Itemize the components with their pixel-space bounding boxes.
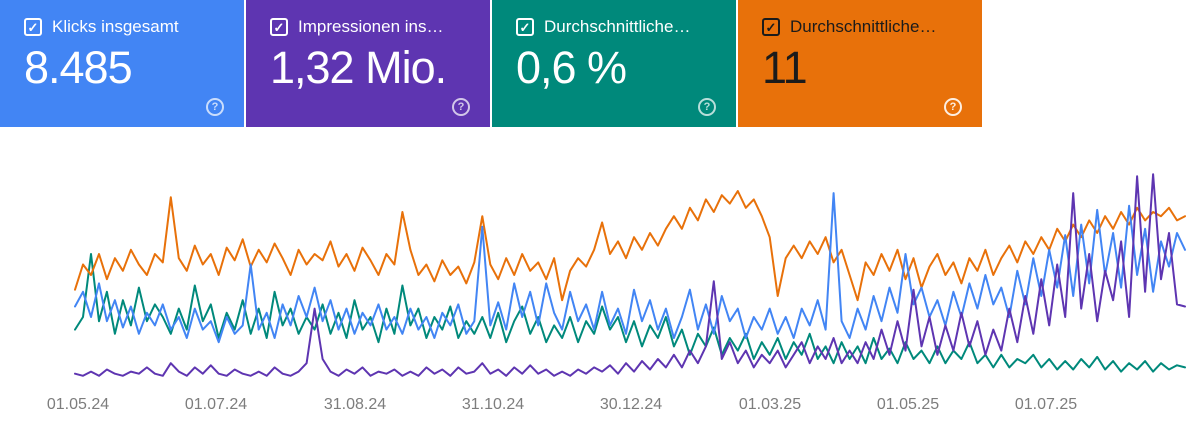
card-value: 0,6 % (516, 42, 627, 93)
help-icon[interactable]: ? (698, 98, 716, 116)
card-total-impressions[interactable]: ✓ Impressionen ins… 1,32 Mio. ? (246, 0, 490, 127)
card-total-clicks[interactable]: ✓ Klicks insgesamt 8.485 ? (0, 0, 244, 127)
card-average-ctr[interactable]: ✓ Durchschnittliche… 0,6 % ? (492, 0, 736, 127)
card-value: 8.485 (24, 42, 133, 93)
performance-chart[interactable] (0, 140, 1200, 390)
performance-chart-area: 01.05.24 01.07.24 31.08.24 31.10.24 30.1… (0, 140, 1200, 431)
x-axis-label: 30.12.24 (599, 396, 663, 413)
x-axis-label: 31.10.24 (461, 396, 525, 413)
x-axis-label: 01.05.25 (876, 396, 940, 413)
help-icon[interactable]: ? (206, 98, 224, 116)
card-label: Klicks insgesamt (52, 17, 179, 36)
x-axis: 01.05.24 01.07.24 31.08.24 31.10.24 30.1… (0, 390, 1200, 431)
x-axis-label: 01.07.24 (184, 396, 248, 413)
help-icon[interactable]: ? (944, 98, 962, 116)
checkbox-icon[interactable]: ✓ (762, 18, 780, 36)
card-header: ✓ Klicks insgesamt (24, 17, 224, 37)
series-line-impressionen (74, 173, 1186, 377)
series-line-klicks (74, 192, 1186, 344)
card-label: Durchschnittliche… (544, 17, 691, 36)
checkbox-icon[interactable]: ✓ (24, 18, 42, 36)
card-value: 1,32 Mio. (270, 42, 447, 93)
help-icon[interactable]: ? (452, 98, 470, 116)
checkbox-icon[interactable]: ✓ (516, 18, 534, 36)
card-average-position[interactable]: ✓ Durchschnittliche… 11 ? (738, 0, 982, 127)
card-header: ✓ Impressionen ins… (270, 17, 470, 37)
card-value: 11 (762, 42, 808, 93)
x-axis-label: 01.07.25 (1014, 396, 1078, 413)
card-header: ✓ Durchschnittliche… (516, 17, 716, 37)
series-line-ctr (74, 253, 1186, 373)
card-header: ✓ Durchschnittliche… (762, 17, 962, 37)
card-label: Durchschnittliche… (790, 17, 937, 36)
x-axis-label: 01.03.25 (738, 396, 802, 413)
series-line-position (74, 190, 1186, 302)
x-axis-label: 31.08.24 (323, 396, 387, 413)
card-label: Impressionen ins… (298, 17, 444, 36)
metric-cards-row: ✓ Klicks insgesamt 8.485 ? ✓ Impressione… (0, 0, 982, 127)
x-axis-label: 01.05.24 (46, 396, 110, 413)
checkbox-icon[interactable]: ✓ (270, 18, 288, 36)
